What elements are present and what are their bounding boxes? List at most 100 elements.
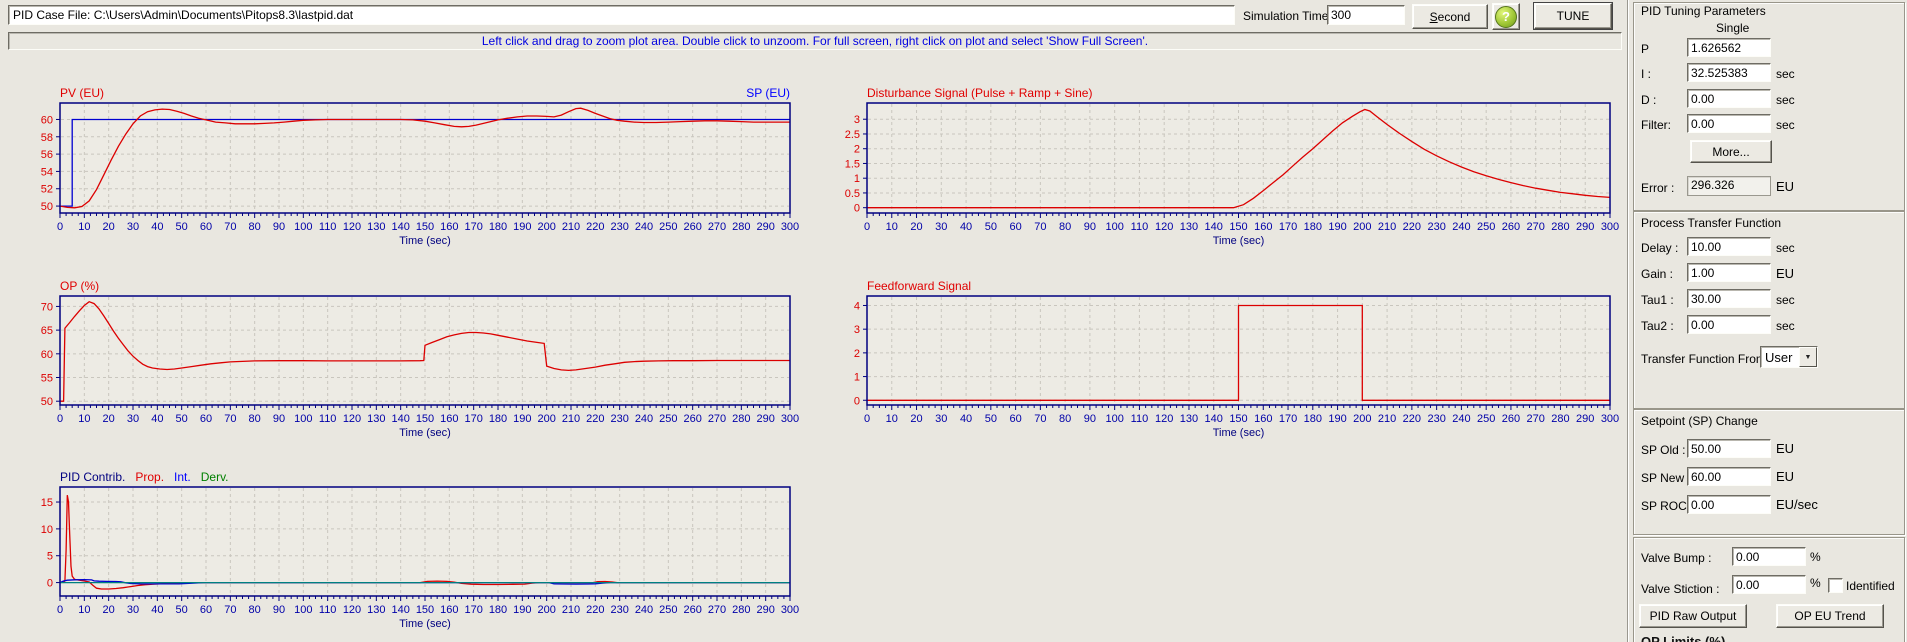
filter-label: Filter:	[1641, 118, 1671, 132]
svg-text:65: 65	[41, 325, 53, 337]
valve-stiction-label: Valve Stiction :	[1641, 582, 1720, 596]
svg-text:200: 200	[537, 221, 555, 233]
svg-text:80: 80	[249, 604, 261, 616]
svg-text:130: 130	[367, 221, 385, 233]
sim-time-label: Simulation Time :	[1243, 9, 1336, 23]
svg-text:260: 260	[1502, 221, 1520, 233]
delay-unit: sec	[1776, 241, 1795, 255]
process-tf-group	[1633, 211, 1905, 409]
svg-text:90: 90	[1084, 413, 1096, 425]
chevron-down-icon[interactable]: ▼	[1799, 347, 1817, 367]
pid_contrib-chart-plot[interactable]: 0 10 20 30 40 50 60 70 80 90 100 110 120 130 140 150 160…	[12, 479, 800, 634]
svg-text:54: 54	[41, 166, 53, 178]
svg-text:230: 230	[1427, 221, 1445, 233]
disturbance-chart-plot[interactable]: 0 10 20 30 40 50 60 70 80 90 100 110 120 130 140 150 160…	[819, 95, 1620, 251]
svg-text:210: 210	[562, 413, 580, 425]
svg-text:270: 270	[708, 221, 726, 233]
sp-change-group	[1633, 409, 1905, 535]
more-button[interactable]: More...	[1690, 140, 1772, 163]
svg-text:170: 170	[1279, 221, 1297, 233]
svg-text:10: 10	[41, 524, 53, 536]
svg-text:0.5: 0.5	[845, 188, 860, 200]
tf-from-dropdown[interactable]: User ▼	[1760, 346, 1818, 368]
tf-from-label: Transfer Function From:	[1641, 352, 1770, 366]
svg-text:70: 70	[224, 413, 236, 425]
valve-stiction-input[interactable]	[1732, 575, 1806, 594]
svg-text:290: 290	[756, 221, 774, 233]
svg-text:140: 140	[391, 221, 409, 233]
svg-text:210: 210	[1378, 413, 1396, 425]
op-eu-trend-button[interactable]: OP EU Trend	[1776, 604, 1884, 628]
sp-roc-unit: EU/sec	[1776, 497, 1818, 512]
pid-raw-output-button[interactable]: PID Raw Output	[1639, 604, 1747, 628]
identified-checkbox[interactable]	[1828, 578, 1843, 593]
svg-text:40: 40	[960, 221, 972, 233]
process-tf-title: Process Transfer Function	[1641, 216, 1782, 230]
sp-old-input[interactable]	[1687, 439, 1771, 458]
delay-input[interactable]	[1687, 237, 1771, 256]
svg-text:300: 300	[781, 413, 799, 425]
sp-new-unit: EU	[1776, 469, 1795, 484]
op-chart-plot[interactable]: 0 10 20 30 40 50 60 70 80 90 100 110 120 130 140 150 160…	[12, 288, 800, 443]
feedforward-chart-plot[interactable]: 0 10 20 30 40 50 60 70 80 90 100 110 120 130 140 150 160…	[819, 288, 1620, 443]
tau2-unit: sec	[1776, 319, 1795, 333]
svg-text:130: 130	[1180, 413, 1198, 425]
tune-button[interactable]: TUNE	[1533, 2, 1613, 30]
svg-text:80: 80	[1059, 221, 1071, 233]
filter-input[interactable]	[1687, 114, 1771, 133]
gain-input[interactable]	[1687, 263, 1771, 282]
svg-text:5: 5	[47, 551, 53, 563]
legend-segment: PV (EU)	[60, 86, 105, 100]
help-button[interactable]: ?	[1492, 3, 1520, 30]
svg-text:160: 160	[440, 413, 458, 425]
svg-text:60: 60	[200, 221, 212, 233]
sim-time-input[interactable]	[1327, 5, 1405, 25]
svg-text:160: 160	[440, 221, 458, 233]
svg-text:200: 200	[1353, 413, 1371, 425]
svg-text:20: 20	[910, 221, 922, 233]
svg-text:40: 40	[151, 604, 163, 616]
sp-new-input[interactable]	[1687, 467, 1771, 486]
svg-text:10: 10	[78, 221, 90, 233]
svg-text:80: 80	[249, 413, 261, 425]
svg-text:110: 110	[319, 221, 337, 233]
svg-text:130: 130	[1180, 221, 1198, 233]
d-unit: sec	[1776, 93, 1795, 107]
svg-text:40: 40	[960, 413, 972, 425]
i-input[interactable]	[1687, 63, 1771, 82]
pv_sp-chart-plot[interactable]: 0 10 20 30 40 50 60 70 80 90 100 110 120 130 140 150 160…	[12, 95, 800, 251]
p-input[interactable]	[1687, 38, 1771, 57]
feedforward-time-axis-label: Time (sec)	[1212, 427, 1265, 439]
svg-text:300: 300	[781, 221, 799, 233]
svg-text:20: 20	[103, 413, 115, 425]
svg-text:170: 170	[464, 221, 482, 233]
svg-text:210: 210	[1378, 221, 1396, 233]
tau2-input[interactable]	[1687, 315, 1771, 334]
svg-text:290: 290	[756, 604, 774, 616]
svg-text:55: 55	[41, 373, 53, 385]
valve-bump-input[interactable]	[1732, 547, 1806, 566]
svg-text:0: 0	[47, 578, 53, 590]
svg-text:2: 2	[854, 348, 860, 360]
legend-right: SP (EU)	[746, 86, 790, 100]
svg-text:90: 90	[273, 221, 285, 233]
svg-text:190: 190	[513, 221, 531, 233]
svg-text:190: 190	[513, 604, 531, 616]
sp-old-unit: EU	[1776, 441, 1795, 456]
svg-text:220: 220	[1403, 413, 1421, 425]
tau1-input[interactable]	[1687, 289, 1771, 308]
svg-text:160: 160	[1254, 413, 1272, 425]
svg-text:100: 100	[294, 221, 312, 233]
gain-unit: EU	[1776, 266, 1795, 281]
d-input[interactable]	[1687, 89, 1771, 108]
svg-text:160: 160	[440, 604, 458, 616]
svg-text:60: 60	[1009, 221, 1021, 233]
svg-text:240: 240	[635, 413, 653, 425]
sp-roc-label: SP ROC :	[1641, 499, 1694, 513]
svg-text:280: 280	[1551, 221, 1569, 233]
svg-text:120: 120	[1155, 413, 1173, 425]
sp-roc-input[interactable]	[1687, 495, 1771, 514]
svg-text:250: 250	[659, 413, 677, 425]
filter-unit: sec	[1776, 118, 1795, 132]
